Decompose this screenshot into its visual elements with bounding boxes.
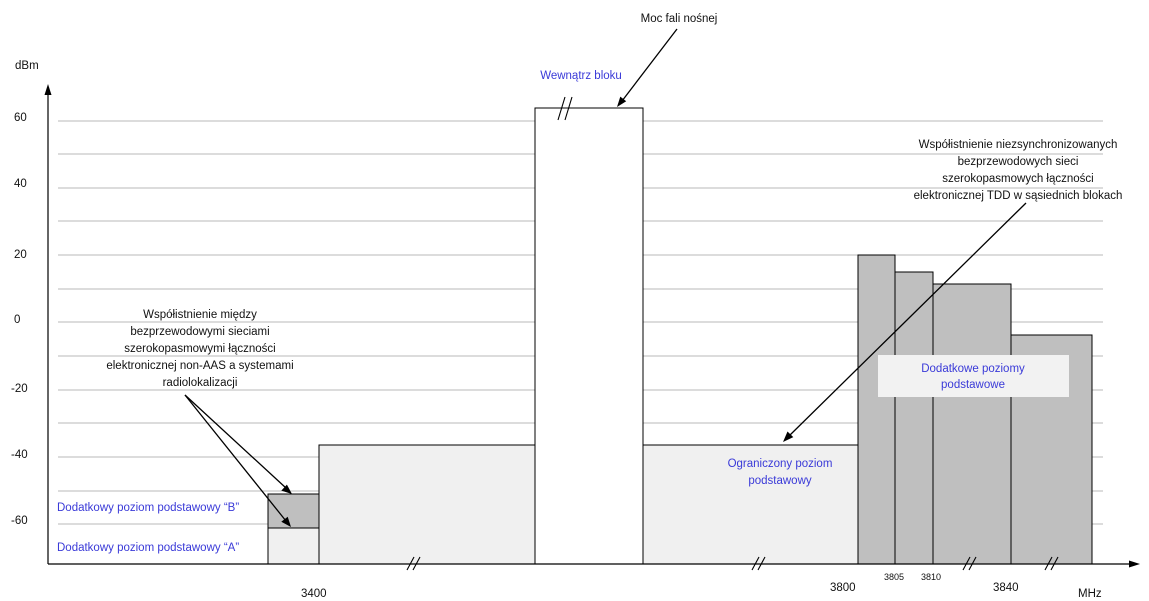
block-restricted-left [318,444,536,565]
x-tick-label: 3400 [301,588,327,600]
block-3805-3810 [894,271,934,565]
y-tick-label: 0 [14,314,20,326]
coexist-radar-label-line: radiolokalizacji [163,377,238,389]
y-axis-labels: dBm 60 40 20 0 -20 -40 -60 [11,60,39,527]
axis-break-mark [1050,556,1059,571]
x-axis-labels: 3400 3800 3840 3805 3810 MHz [301,572,1102,600]
block-in-band [534,107,644,565]
coexist-tdd-label-line: szerokopasmowych łączności [942,173,1093,185]
annotations: Moc fali nośnej Wewnątrz bloku Współistn… [57,13,1122,554]
y-axis-arrowhead [44,84,52,95]
additional-levels-label-box [878,355,1069,397]
additional-levels-label-line: Dodatkowe poziomy [921,363,1025,375]
coexist-tdd-label-line: elektronicznej TDD w sąsiednich blokach [914,190,1123,202]
x-tick-label-minor: 3805 [884,572,904,582]
y-tick-label: -20 [11,383,28,395]
in-block-label: Wewnątrz bloku [540,70,622,82]
x-unit-label: MHz [1078,588,1102,600]
axis-break-mark [968,556,977,571]
axis-break-mark [751,556,760,571]
block-additional-base-a [267,527,320,565]
y-unit-label: dBm [15,60,39,72]
axis-break-mark [1044,556,1053,571]
restricted-level-label-line: podstawowy [748,475,812,487]
arrowhead [281,516,291,527]
bar-break-mark [564,96,573,121]
arrowhead [617,96,627,107]
y-tick-label: -40 [11,449,28,461]
arrow-to-carrier-peak [621,28,678,102]
pointer-arrows [184,28,1027,527]
block-3800-3805 [857,254,896,565]
coexist-radar-label-line: szerokopasmowymi łączności [124,343,275,355]
coexist-radar-label-line: bezprzewodowymi sieciami [130,326,269,338]
coexist-radar-label-line: elektronicznej non-AAS a systemami [106,360,293,372]
spectrum-blocks [267,107,1093,565]
carrier-power-label: Moc fali nośnej [641,13,718,25]
axis-break-mark [412,556,421,571]
bar-break-mark [557,96,566,121]
additional-base-b-label: Dodatkowy poziom podstawowy “B” [57,502,239,514]
arrow-to-restricted-level [788,202,1027,437]
coexist-radar-label-line: Współistnienie między [143,309,257,321]
x-tick-label: 3800 [830,582,856,594]
coexist-tdd-label-line: Współistnienie niezsynchronizowanych [919,139,1118,151]
additional-base-a-label: Dodatkowy poziom podstawowy “A” [57,542,239,554]
y-tick-label: -60 [11,515,28,527]
x-tick-label-minor: 3810 [921,572,941,582]
additional-levels-label-line: podstawowe [941,379,1005,391]
axis-break-mark [406,556,415,571]
y-tick-label: 60 [14,112,27,124]
axes [44,84,1140,568]
block-restricted-right [642,444,859,565]
coexist-tdd-label-line: bezprzewodowych sieci [958,156,1079,168]
axis-break-mark [962,556,971,571]
restricted-level-label-line: Ograniczony poziom [728,458,833,470]
y-tick-label: 20 [14,249,27,261]
block-3810-3840 [932,283,1012,565]
x-axis-arrowhead [1129,560,1140,568]
x-tick-label: 3840 [993,582,1019,594]
block-additional-base-b [267,493,320,529]
arrowhead [783,431,794,442]
arrowhead [281,484,292,494]
y-tick-label: 40 [14,178,27,190]
arrow-to-base-b [184,394,287,489]
axis-breaks [406,96,1059,571]
arrow-to-base-a [184,394,287,522]
axis-break-mark [757,556,766,571]
